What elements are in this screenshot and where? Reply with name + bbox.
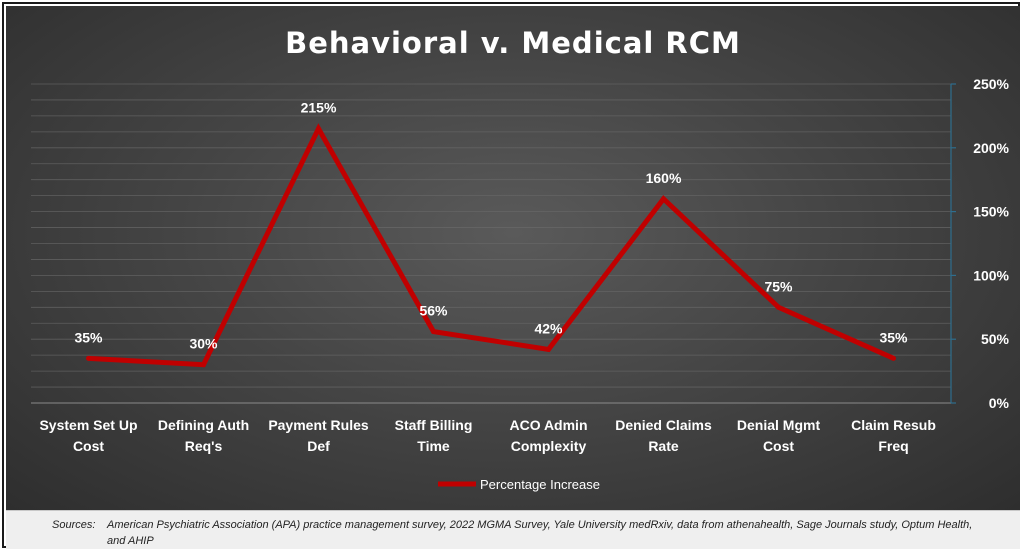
data-point <box>776 304 781 310</box>
data-point <box>891 355 896 361</box>
y-tick-label: 200% <box>973 140 1009 156</box>
line-chart: 0% 50% 100% 150% 200% 250% System Set Up Cost De… <box>31 76 1010 492</box>
chart-title: Behavioral v. Medical RCM <box>285 26 741 60</box>
x-tick-label: Defining Auth Req's <box>158 417 249 454</box>
data-label: 215% <box>301 100 337 116</box>
data-point <box>201 362 206 368</box>
data-label: 35% <box>879 329 908 345</box>
data-point <box>546 346 551 352</box>
series-line-percentage-increase <box>88 123 895 368</box>
x-tick-label: System Set Up Cost <box>39 417 137 454</box>
data-point <box>316 126 321 132</box>
sources-label: Sources: <box>52 519 96 531</box>
chart-area: Behavioral v. Medical RCM 0% 50% 100% 150% 2… <box>6 6 1020 510</box>
data-label: 42% <box>534 320 563 336</box>
sources-text: American Psychiatric Association (APA) p… <box>107 519 973 547</box>
y-tick-label: 100% <box>973 267 1009 283</box>
x-tick-label: Denied Claims Rate <box>615 417 712 454</box>
x-tick-label: ACO Admin Complexity <box>509 417 587 454</box>
y-tick-label: 0% <box>989 395 1010 411</box>
data-label: 30% <box>189 336 218 352</box>
sources-box: Sources: American Psychiatric Associatio… <box>6 510 1020 549</box>
data-point <box>86 355 91 361</box>
data-point <box>661 196 666 202</box>
x-tick-label: Staff Billing Time <box>395 417 473 454</box>
x-tick-label: Payment Rules Def <box>268 417 369 454</box>
x-tick-label: Denial Mgmt Cost <box>737 417 821 454</box>
data-label: 35% <box>74 329 103 345</box>
x-tick-label: Claim Resub Freq <box>851 417 936 454</box>
y-tick-label: 250% <box>973 76 1009 92</box>
data-label: 56% <box>419 303 448 319</box>
y-tick-label: 150% <box>973 204 1009 220</box>
legend-label: Percentage Increase <box>480 477 600 492</box>
data-label: 75% <box>764 278 793 294</box>
data-point <box>431 329 436 335</box>
data-label: 160% <box>646 170 682 186</box>
y-tick-label: 50% <box>981 331 1010 347</box>
